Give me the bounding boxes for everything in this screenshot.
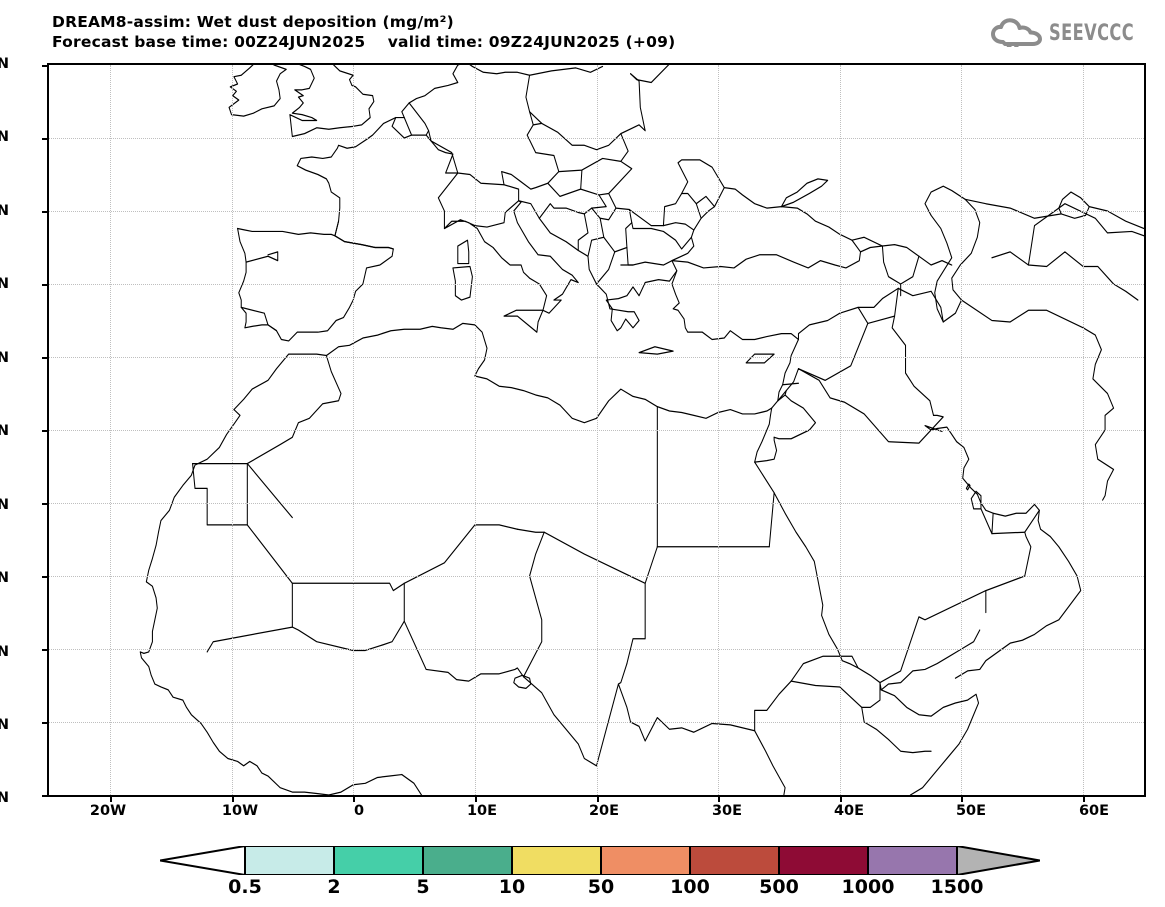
tick-x <box>596 795 599 802</box>
axis-label-x: 50E <box>955 803 987 819</box>
axis-label-x: 30E <box>711 803 743 819</box>
colorbar-bin <box>333 846 424 875</box>
colorbar-tick-label: 1500 <box>930 876 984 898</box>
colorbar-over-arrow <box>956 846 1040 875</box>
tick-y <box>42 357 49 359</box>
gridline-horizontal <box>49 138 1144 139</box>
tick-x <box>109 795 112 802</box>
colorbar-tick-label: 10 <box>498 876 526 898</box>
tick-y <box>42 65 49 67</box>
axis-label-x: 10E <box>466 803 498 819</box>
tick-x <box>474 795 477 802</box>
colorbar-bin <box>689 846 780 875</box>
colorbar-bin <box>422 846 513 875</box>
colorbar-tick-label: 500 <box>759 876 799 898</box>
gridline-horizontal <box>49 722 1144 723</box>
colorbar-tick-label: 5 <box>416 876 430 898</box>
axis-label-y: 35N <box>0 350 9 366</box>
axis-label-y: 15N <box>0 644 9 660</box>
colorbar-bin <box>244 846 335 875</box>
tick-y <box>42 211 49 213</box>
axis-label-x: 20W <box>89 803 127 819</box>
colorbar-tick-label: 50 <box>587 876 615 898</box>
forecast-time-subtitle: Forecast base time: 00Z24JUN2025 valid t… <box>52 33 676 51</box>
tick-x <box>353 795 356 802</box>
colorbar-tick-label: 1000 <box>841 876 895 898</box>
axis-label-x: 40E <box>833 803 865 819</box>
colorbar-under-arrow <box>160 846 246 875</box>
axis-label-x: 10W <box>221 803 259 819</box>
colorbar <box>160 846 1040 875</box>
tick-y <box>42 576 49 578</box>
colorbar-tick-label: 2 <box>327 876 341 898</box>
gridline-horizontal <box>49 430 1144 431</box>
colorbar-tick-label: 0.5 <box>228 876 262 898</box>
page-title: DREAM8-assim: Wet dust deposition (mg/m²… <box>52 13 454 31</box>
colorbar-bin <box>511 846 602 875</box>
axis-label-y: 55N <box>0 56 9 72</box>
gridline-horizontal <box>49 211 1144 212</box>
colorbar-bin <box>867 846 958 875</box>
axis-label-y: 25N <box>0 497 9 513</box>
colorbar-bin <box>778 846 869 875</box>
colorbar-bin <box>600 846 691 875</box>
gridline-horizontal <box>49 503 1144 504</box>
axis-label-y: 5N <box>0 790 9 806</box>
tick-x <box>961 795 964 802</box>
axis-label-y: 45N <box>0 203 9 219</box>
axis-label-y: 50N <box>0 129 9 145</box>
tick-y <box>42 430 49 432</box>
axis-label-x: 0 <box>353 803 365 819</box>
gridline-horizontal <box>49 284 1144 285</box>
axis-label-x: 60E <box>1078 803 1110 819</box>
tick-x <box>1083 795 1086 802</box>
colorbar-swatches <box>160 846 1040 875</box>
map-plot-area <box>42 63 1146 802</box>
tick-x <box>231 795 234 802</box>
gridline-horizontal <box>49 576 1144 577</box>
seevccc-logo: SEEVCCC <box>991 16 1153 50</box>
tick-y <box>42 138 49 140</box>
colorbar-tick-label: 100 <box>670 876 710 898</box>
tick-y <box>42 503 49 505</box>
gridline-horizontal <box>49 357 1144 358</box>
logo-text: SEEVCCC <box>1049 20 1135 46</box>
axis-label-y: 40N <box>0 276 9 292</box>
cloud-arrow-icon <box>991 18 1043 47</box>
map-geography <box>139 65 1144 795</box>
axis-label-y: 30N <box>0 423 9 439</box>
tick-y <box>42 722 49 724</box>
axis-label-y: 10N <box>0 717 9 733</box>
chart-header: DREAM8-assim: Wet dust deposition (mg/m²… <box>0 0 1165 60</box>
gridline-horizontal <box>49 649 1144 650</box>
tick-y <box>42 284 49 286</box>
axis-label-y: 20N <box>0 570 9 586</box>
tick-y <box>42 649 49 651</box>
tick-x <box>839 795 842 802</box>
tick-y <box>42 795 49 797</box>
tick-x <box>717 795 720 802</box>
axis-label-x: 20E <box>588 803 620 819</box>
